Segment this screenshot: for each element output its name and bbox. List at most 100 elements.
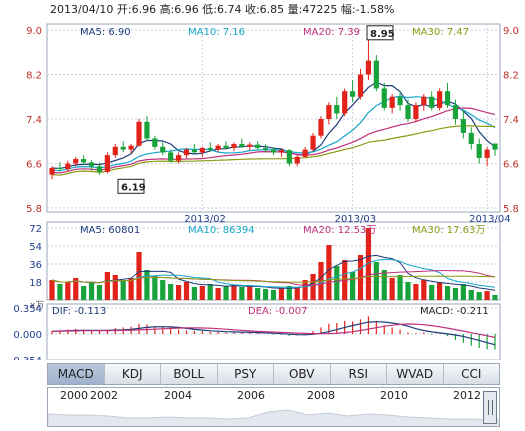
volume-bar [389, 278, 395, 300]
candle-body [183, 149, 190, 156]
volume-bar [128, 278, 134, 300]
volume-bar [429, 285, 435, 300]
price-axis-right-label: 5.8 [503, 204, 519, 215]
volume-bar [223, 286, 229, 300]
date-axis-label: 2013/02 [184, 214, 226, 225]
volume-bar [270, 290, 277, 300]
volume-ma-line-30 [51, 275, 496, 284]
price-axis-left-label: 8.2 [26, 71, 42, 82]
volume-bar [96, 285, 103, 300]
volume-bar [239, 287, 245, 300]
history-overview[interactable]: 2000 2002 2004 2006 2008 2010 2012 [47, 387, 500, 427]
volume-bar [452, 288, 459, 300]
volume-bar [421, 280, 427, 300]
volume-bar [49, 280, 55, 300]
volume-axis-label: 36 [29, 260, 42, 271]
tab-cci[interactable]: CCI [461, 367, 482, 381]
volume-bar [437, 282, 443, 300]
volume-ma-legend-3: MA30: 17.63万 [412, 225, 485, 236]
volume-ma-line-20 [51, 270, 496, 286]
candle-body [460, 119, 466, 133]
volume-bar [397, 275, 403, 300]
volume-bar [120, 281, 126, 300]
volume-unit-label: x万 [30, 301, 44, 311]
macd-dif-line [51, 321, 496, 346]
price-axis-right-label: 8.2 [503, 71, 519, 82]
candle-body [175, 155, 182, 161]
volume-bar [175, 285, 182, 300]
candle-body [350, 91, 356, 97]
high-callout-label: 8.95 [370, 29, 395, 40]
volume-bar [73, 278, 79, 300]
volume-bar [168, 284, 174, 300]
candle-body [413, 105, 419, 119]
candle-body [81, 159, 87, 163]
volume-bar [286, 286, 292, 300]
candle-body [342, 91, 348, 114]
candle-body [160, 146, 166, 153]
overview-year-2010: 2010 [380, 389, 408, 402]
volume-bar [57, 284, 63, 300]
overview-year-2006: 2006 [237, 389, 265, 402]
volume-bar [444, 286, 451, 300]
volume-bar [278, 288, 285, 300]
tab-kdj[interactable]: KDJ [105, 364, 161, 384]
candle-body [452, 105, 459, 119]
overview-year-2002: 2002 [90, 389, 118, 402]
price-axis-left-label: 5.8 [26, 204, 42, 215]
overview-year-2012: 2012 [453, 389, 481, 402]
macd-axis-label: 0.354 [13, 304, 42, 315]
price-axis-right-label: 9.0 [503, 26, 519, 37]
tab-psy[interactable]: PSY [218, 364, 274, 384]
candle-body [444, 91, 451, 106]
volume-bar [183, 282, 190, 300]
volume-bar [207, 284, 213, 300]
candle-body [120, 146, 126, 150]
tab-rsi[interactable]: RSI [331, 364, 387, 384]
volume-bar [262, 289, 269, 300]
volume-bar [191, 287, 197, 300]
volume-bar [326, 245, 332, 300]
price-axis-left-label: 7.4 [26, 115, 42, 126]
volume-axis-label: 18 [29, 278, 42, 289]
candle-body [429, 96, 435, 108]
candle-body [144, 121, 150, 139]
volume-bar [231, 285, 237, 300]
candle-body [128, 145, 134, 150]
volume-bar [294, 287, 300, 300]
price-ma-line-5 [51, 81, 496, 170]
candle-body [136, 121, 142, 146]
candle-body [310, 135, 316, 150]
stock-chart: 2013/04/10 开:6.96 高:6.96 低:6.74 收:6.85 量… [10, 2, 519, 360]
candle-body [476, 144, 482, 158]
candle-body [88, 162, 95, 167]
date-axis-label: 2013/03 [335, 214, 377, 225]
date-axis-label: 2013/04 [469, 214, 511, 225]
overview-drag-handle[interactable] [483, 391, 497, 424]
candle-body [65, 163, 71, 170]
volume-bar [255, 288, 261, 300]
candle-body [223, 145, 229, 148]
price-ma-legend-0: MA5: 6.90 [80, 27, 131, 38]
price-ma-legend-2: MA20: 7.39 [303, 27, 360, 38]
candle-body [199, 147, 205, 153]
tab-boll[interactable]: BOLL [161, 364, 218, 384]
overview-year-2000: 2000 [60, 389, 88, 402]
volume-bar [484, 291, 490, 300]
candle-body [247, 144, 253, 147]
tab-wvad[interactable]: WVAD [387, 364, 444, 384]
overview-sparkline [48, 409, 499, 426]
low-callout-box [117, 178, 145, 194]
volume-bar [112, 275, 118, 300]
volume-bar [152, 276, 158, 300]
candle-body [381, 88, 387, 108]
volume-bar [199, 286, 205, 300]
volume-bar [405, 282, 411, 300]
tab-obv[interactable]: OBV [274, 364, 331, 384]
low-callout-label: 6.19 [121, 182, 146, 193]
volume-bar [144, 270, 150, 300]
overview-year-2004: 2004 [164, 389, 192, 402]
tab-macd[interactable]: MACD [48, 364, 105, 384]
candle-body [294, 156, 300, 164]
chart-header-ohlc: 2013/04/10 开:6.96 高:6.96 低:6.74 收:6.85 量… [50, 2, 395, 16]
